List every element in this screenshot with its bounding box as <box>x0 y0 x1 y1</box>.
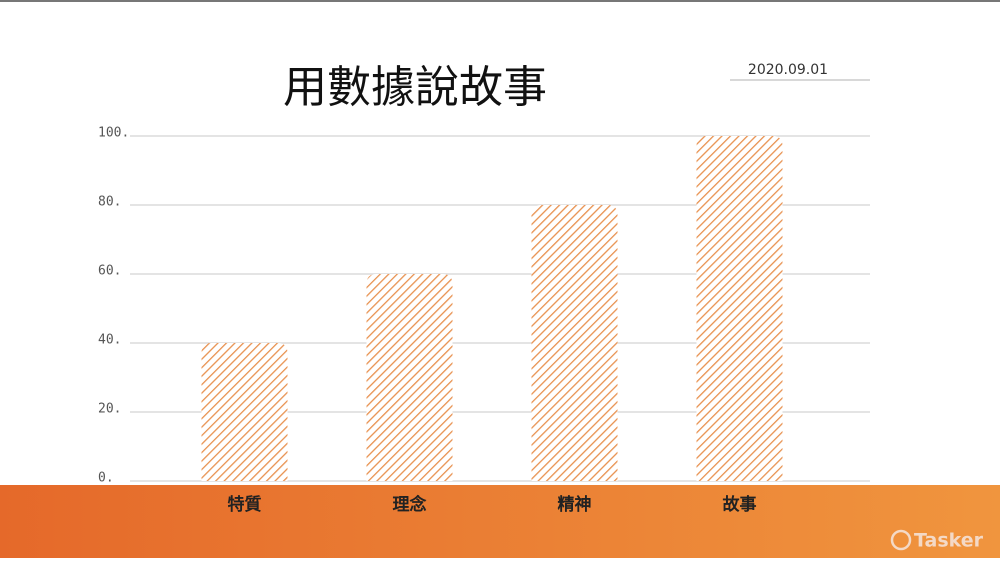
y-tick-label: 80. <box>98 195 121 210</box>
x-tick-label: 特質 <box>228 494 262 515</box>
date: 2020.09.01 <box>748 62 828 78</box>
y-tick-label: 100. <box>98 126 129 141</box>
x-tick-label: 精神 <box>558 494 592 515</box>
y-tick-label: 40. <box>98 333 121 348</box>
x-tick-label: 故事 <box>723 494 757 515</box>
logo-icon <box>890 529 912 551</box>
bar <box>201 343 288 481</box>
bar <box>696 136 783 481</box>
y-tick-label: 20. <box>98 402 121 417</box>
y-tick-label: 0. <box>98 471 114 486</box>
bar <box>366 274 453 481</box>
bar <box>531 205 618 481</box>
x-tick-label: 理念 <box>393 494 427 515</box>
logo-text: Tasker <box>914 530 984 552</box>
chart-title: 用數據說故事 <box>283 62 547 113</box>
y-tick-label: 60. <box>98 264 121 279</box>
footer-band <box>0 485 1000 558</box>
